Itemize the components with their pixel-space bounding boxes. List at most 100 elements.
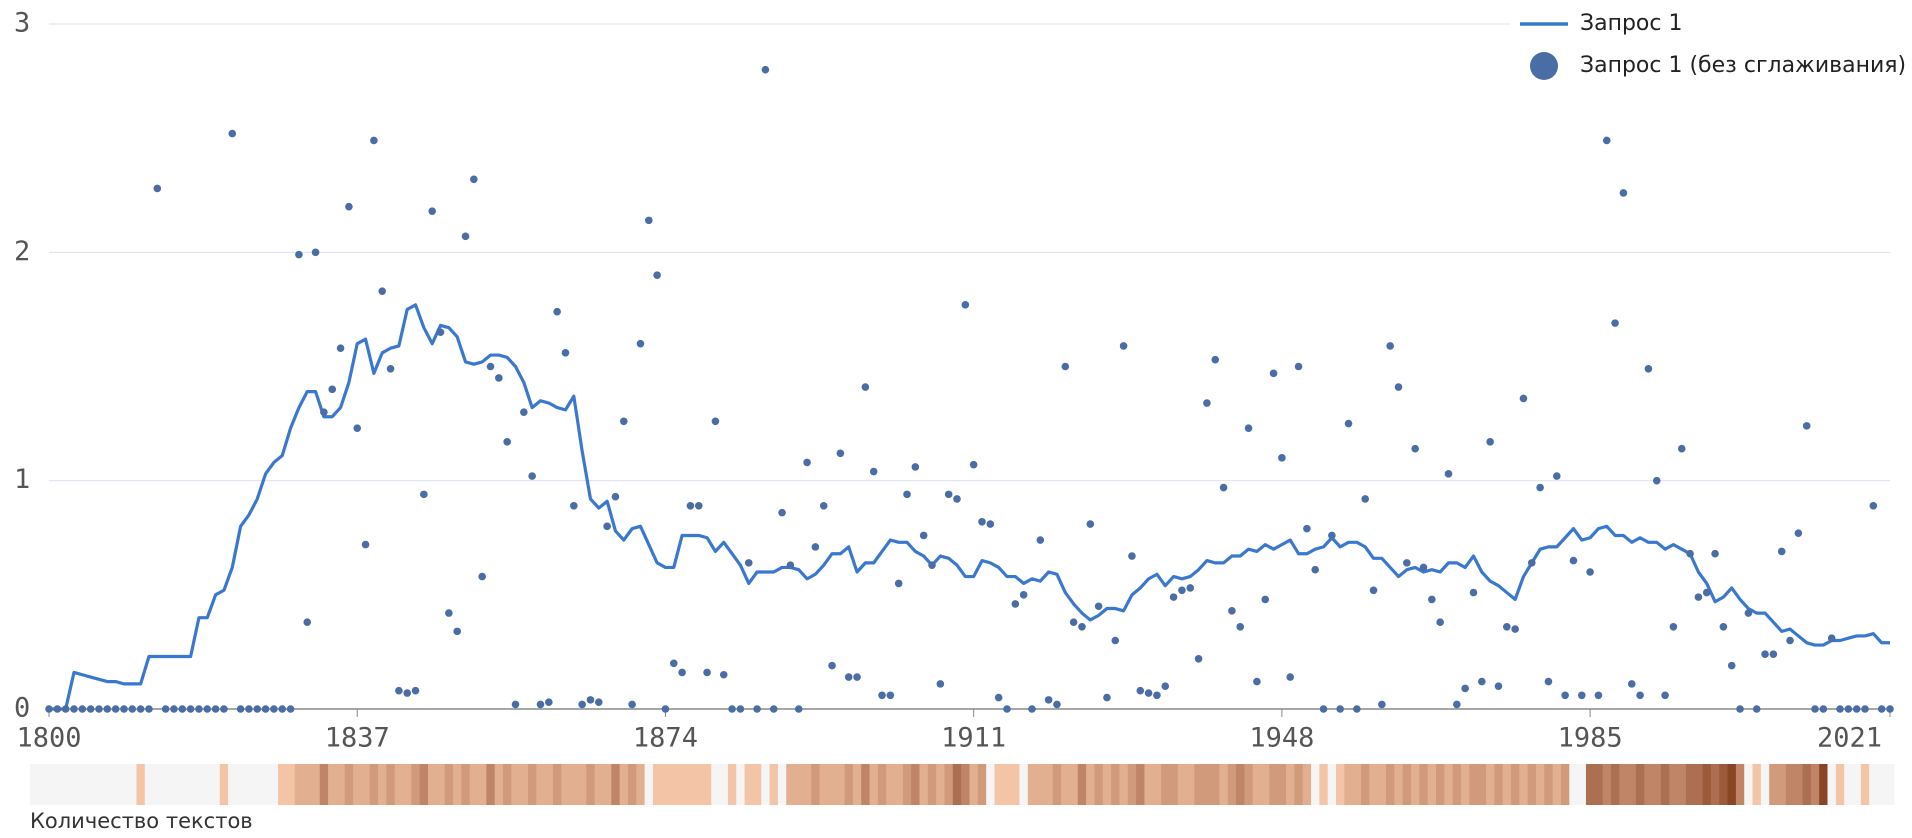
heatmap-cell: [811, 764, 820, 805]
data-point: [311, 248, 320, 257]
heatmap-cell: [444, 764, 454, 805]
heatmap-cell: [1560, 764, 1570, 805]
heatmap-cell: [1411, 764, 1420, 805]
data-point: [1361, 495, 1369, 503]
data-point: [495, 374, 503, 382]
heatmap-cell: [1361, 764, 1370, 805]
heatmap-cell: [1594, 764, 1604, 805]
heatmap-cell: [1086, 764, 1095, 805]
data-point: [411, 686, 420, 695]
heatmap-cell: [353, 764, 362, 805]
data-point: [511, 700, 520, 709]
data-point: [636, 339, 645, 348]
data-point: [1328, 531, 1336, 540]
data-point: [370, 136, 378, 145]
x-tick-label: 1837: [325, 723, 390, 754]
data-point: [178, 705, 187, 713]
data-point: [1011, 600, 1020, 608]
data-point: [1727, 661, 1736, 670]
x-tick-label: 1948: [1249, 723, 1314, 754]
data-point: [503, 438, 511, 446]
data-point: [1869, 501, 1878, 510]
heatmap-cell: [344, 764, 354, 805]
data-point: [303, 618, 312, 627]
heatmap-cell: [702, 764, 712, 805]
heatmap-cell: [1052, 764, 1062, 805]
data-point: [1661, 691, 1669, 700]
data-point: [103, 705, 112, 713]
heatmap-cell: [586, 764, 596, 805]
heatmap-cell: [994, 764, 1004, 805]
legend-dot: [1530, 52, 1558, 80]
heatmap-cell: [1644, 764, 1653, 805]
heatmap-cell: [1869, 764, 1878, 805]
heatmap-cell: [1744, 764, 1753, 805]
data-point: [1378, 700, 1386, 709]
data-point: [1744, 609, 1753, 617]
heatmap-cell: [78, 764, 87, 805]
heatmap-cell: [1610, 764, 1620, 805]
data-point: [586, 696, 595, 704]
heatmap-cell: [561, 764, 571, 805]
heatmap-cell: [228, 764, 237, 805]
data-point: [886, 691, 895, 700]
heatmap-cell: [1194, 764, 1204, 805]
data-point: [686, 501, 695, 510]
data-point: [769, 705, 778, 713]
heatmap-cell: [1319, 764, 1329, 805]
heatmap-cell: [802, 764, 812, 805]
data-point: [53, 705, 62, 713]
data-point: [1319, 705, 1328, 713]
heatmap-cell: [1377, 764, 1387, 805]
data-point: [1852, 705, 1861, 713]
heatmap-cell: [503, 764, 512, 805]
heatmap-cell: [1810, 764, 1820, 805]
heatmap-cell: [278, 764, 287, 805]
heatmap-cell: [744, 764, 754, 805]
data-point: [1886, 705, 1894, 713]
data-point: [203, 705, 212, 713]
heatmap-cell: [244, 764, 254, 805]
data-point: [445, 609, 453, 617]
data-point: [595, 698, 603, 706]
data-point: [869, 467, 878, 476]
heatmap-cell: [1144, 764, 1154, 805]
data-point: [536, 700, 545, 709]
heatmap-cell: [1286, 764, 1295, 805]
data-point: [1428, 595, 1436, 604]
heatmap-cell: [478, 764, 487, 805]
data-point: [1577, 691, 1586, 700]
heatmap-cell: [1435, 764, 1445, 805]
data-point: [1544, 677, 1553, 686]
data-point: [1203, 399, 1211, 407]
data-point: [486, 362, 495, 371]
data-point: [1644, 364, 1653, 373]
heatmap-cell: [777, 764, 787, 805]
heatmap-cell: [119, 764, 129, 805]
data-point: [578, 700, 586, 709]
heatmap-cell: [786, 764, 795, 805]
data-point: [95, 705, 103, 713]
heatmap-cell: [844, 764, 854, 805]
data-point: [1411, 444, 1419, 453]
data-point: [711, 417, 720, 426]
data-point: [1769, 650, 1778, 658]
data-point: [1403, 559, 1411, 567]
heatmap-cell: [361, 764, 371, 805]
data-point: [520, 408, 528, 416]
heatmap-cell: [269, 764, 279, 805]
heatmap-cell: [652, 764, 662, 805]
heatmap-cell: [319, 764, 329, 805]
heatmap-cell: [1186, 764, 1195, 805]
data-point: [403, 689, 412, 697]
data-point: [1244, 424, 1253, 432]
heatmap-cell: [1502, 764, 1512, 805]
data-point: [1028, 705, 1036, 713]
data-point: [570, 501, 578, 510]
heatmap-cell: [411, 764, 421, 805]
heatmap-cell: [219, 764, 229, 805]
data-point: [1652, 476, 1661, 485]
heatmap-cell: [1819, 764, 1828, 805]
heatmap-cell: [386, 764, 396, 805]
heatmap-cell: [1352, 764, 1362, 805]
